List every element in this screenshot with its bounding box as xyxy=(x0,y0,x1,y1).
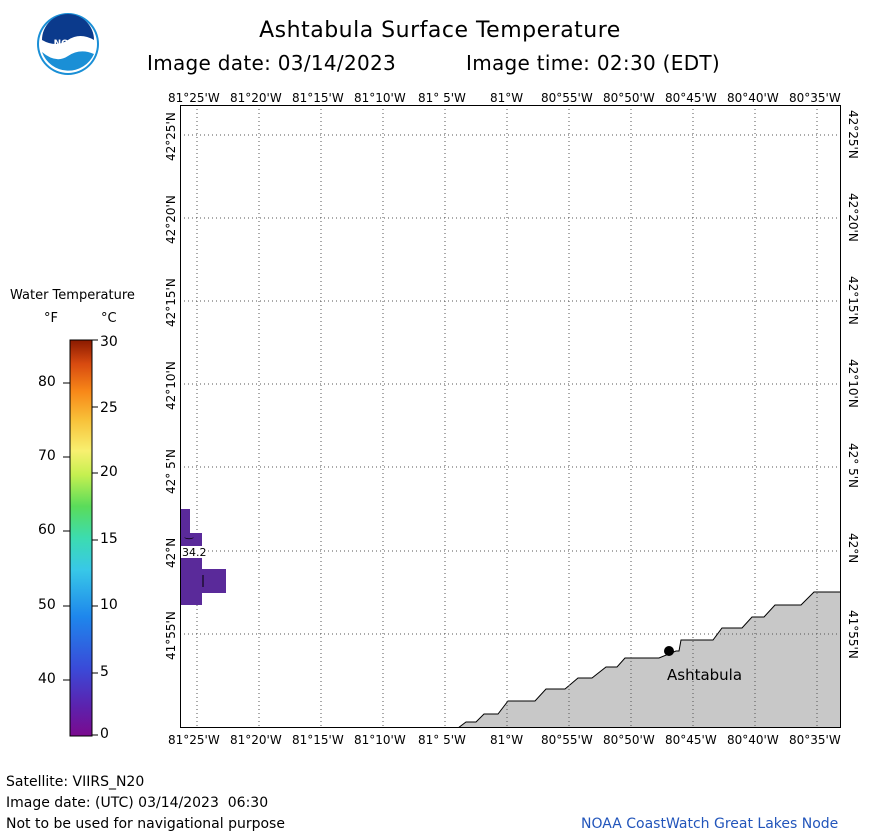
top-lon-tick: 81°25'W xyxy=(168,91,220,105)
temp-label-box xyxy=(181,546,207,558)
bottom-lon-tick: 81°25'W xyxy=(168,733,220,747)
legend-title: Water Temperature xyxy=(10,288,135,303)
top-lon-tick: 80°40'W xyxy=(727,91,779,105)
map-panel[interactable]: ‿ 34.2 Ashtabula xyxy=(180,105,841,728)
top-lon-tick: 81°20'W xyxy=(230,91,282,105)
legend-unit-c: °C xyxy=(101,311,117,326)
legend-c-tick: 0 xyxy=(100,726,109,742)
image-date-label: Image date: 03/14/2023 xyxy=(147,51,397,75)
right-lat-tick: 41°55'N xyxy=(846,610,860,659)
left-lat-tick: 42°N xyxy=(164,537,178,568)
left-lat-tick: 42°10'N xyxy=(164,361,178,410)
land-area xyxy=(457,591,841,728)
city-label: Ashtabula xyxy=(667,666,742,684)
legend-c-tick: 30 xyxy=(100,334,118,350)
top-lon-tick: 80°50'W xyxy=(603,91,655,105)
top-lon-tick: 81°W xyxy=(490,91,524,105)
city-marker[interactable] xyxy=(664,646,674,656)
noaa-logo: NOAA xyxy=(37,13,99,75)
legend-c-tick: 25 xyxy=(100,400,118,416)
right-lat-tick: 42°15'N xyxy=(846,276,860,325)
left-lat-tick: 42°25'N xyxy=(164,112,178,161)
map-frame xyxy=(180,105,841,728)
legend-unit-f: °F xyxy=(44,311,58,326)
bottom-lon-tick: 81° 5'W xyxy=(418,733,466,747)
top-lon-tick: 81°10'W xyxy=(354,91,406,105)
top-lon-tick: 80°35'W xyxy=(789,91,841,105)
top-lon-tick: 81°15'W xyxy=(292,91,344,105)
top-lon-tick: 80°55'W xyxy=(541,91,593,105)
water-temp-pixels xyxy=(180,509,226,605)
left-lat-tick: 42°20'N xyxy=(164,195,178,244)
left-lat-tick: 41°55'N xyxy=(164,611,178,660)
logo-text: NOAA xyxy=(54,39,83,49)
bottom-lon-tick: 81°10'W xyxy=(354,733,406,747)
left-lat-tick: 42° 5'N xyxy=(164,449,178,494)
bottom-lon-tick: 80°40'W xyxy=(727,733,779,747)
top-lon-tick: 81° 5'W xyxy=(418,91,466,105)
footer-satellite: Satellite: VIIRS_N20 xyxy=(6,774,145,790)
footer-utc-date: Image date: (UTC) 03/14/2023 06:30 xyxy=(6,795,269,811)
legend-f-tick: 60 xyxy=(38,522,56,538)
bottom-lon-tick: 81°W xyxy=(490,733,524,747)
right-lat-tick: 42° 5'N xyxy=(846,443,860,488)
bottom-lon-tick: 80°35'W xyxy=(789,733,841,747)
top-lon-tick: 80°45'W xyxy=(665,91,717,105)
page-title: Ashtabula Surface Temperature xyxy=(259,18,621,43)
bottom-lon-tick: 80°55'W xyxy=(541,733,593,747)
footer-disclaimer: Not to be used for navigational purpose xyxy=(6,816,285,832)
bottom-lon-tick: 81°15'W xyxy=(292,733,344,747)
bottom-lon-tick: 80°50'W xyxy=(603,733,655,747)
legend-c-tick: 5 xyxy=(100,664,109,680)
temperature-colorbar xyxy=(63,339,98,737)
legend-f-tick: 70 xyxy=(38,448,56,464)
water-mark: ‿ xyxy=(184,529,194,540)
legend-c-tick: 10 xyxy=(100,597,118,613)
right-lat-tick: 42°10'N xyxy=(846,359,860,408)
image-time-label: Image time: 02:30 (EDT) xyxy=(466,51,721,75)
legend-f-tick: 40 xyxy=(38,671,56,687)
bottom-lon-tick: 80°45'W xyxy=(665,733,717,747)
left-lat-tick: 42°15'N xyxy=(164,278,178,327)
legend-c-tick: 20 xyxy=(100,464,118,480)
legend-f-tick: 50 xyxy=(38,597,56,613)
bottom-lon-tick: 81°20'W xyxy=(230,733,282,747)
legend-f-tick: 80 xyxy=(38,374,56,390)
legend-c-tick: 15 xyxy=(100,531,118,547)
right-lat-tick: 42°20'N xyxy=(846,193,860,242)
footer-credit[interactable]: NOAA CoastWatch Great Lakes Node xyxy=(581,816,839,832)
temp-label: 34.2 xyxy=(182,546,207,559)
right-lat-tick: 42°N xyxy=(846,533,860,564)
right-lat-tick: 42°25'N xyxy=(846,110,860,159)
